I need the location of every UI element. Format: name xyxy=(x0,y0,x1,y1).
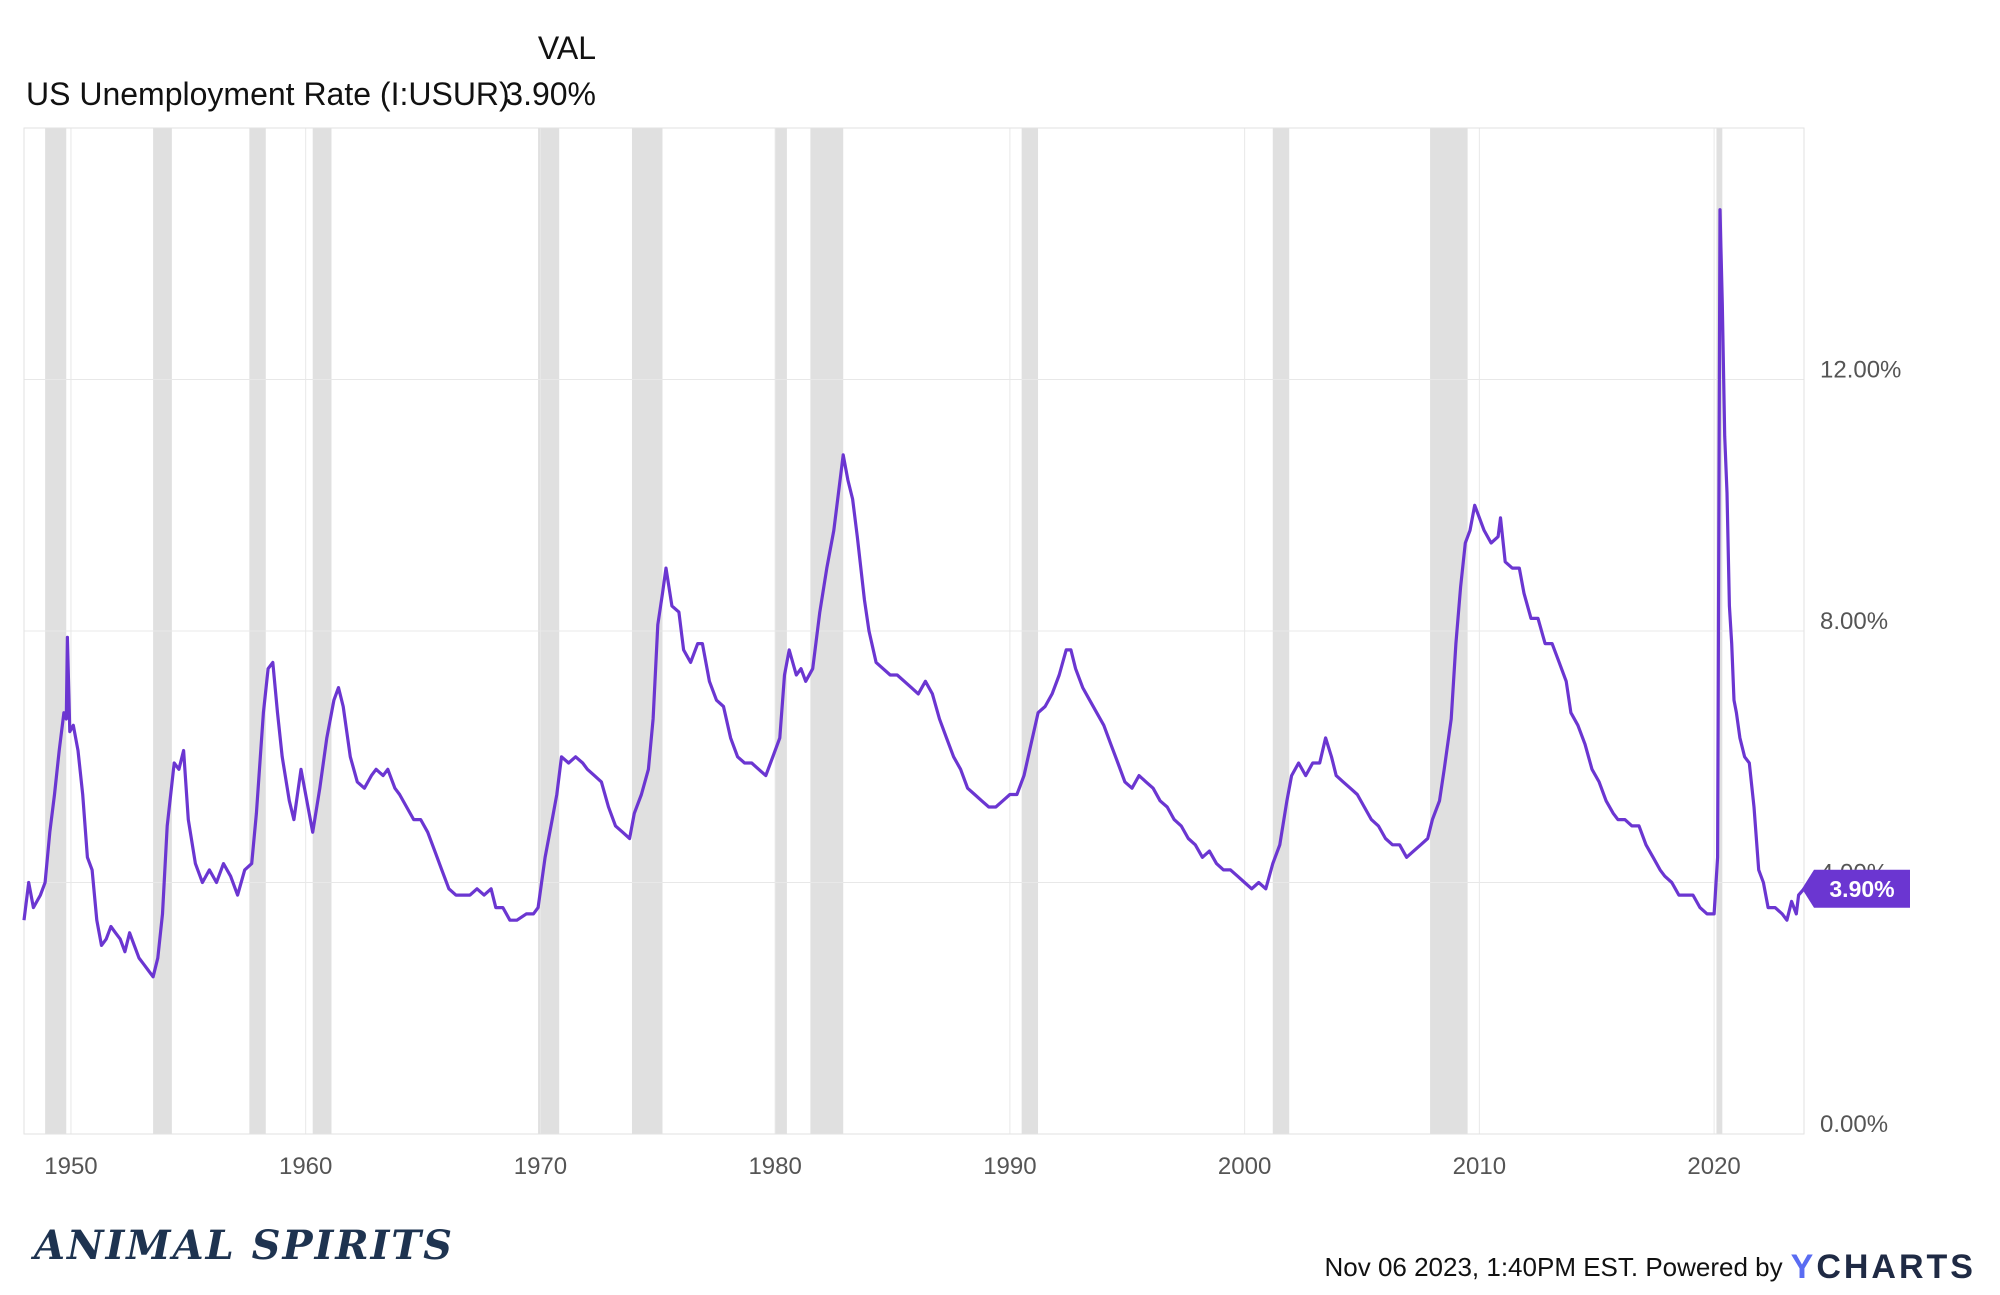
x-tick-label: 2000 xyxy=(1218,1153,1271,1180)
y-axis-ticks: 0.00%4.00%8.00%12.00% xyxy=(1820,357,1901,1139)
x-tick-label: 1960 xyxy=(279,1153,332,1180)
legend-value-header: VAL xyxy=(537,30,596,66)
y-tick-label: 8.00% xyxy=(1820,608,1888,635)
x-tick-label: 2020 xyxy=(1687,1153,1740,1180)
last-value-badge xyxy=(1802,869,1910,908)
x-tick-label: 1980 xyxy=(748,1153,801,1180)
animal-spirits-logo: ANIMAL SPIRITS xyxy=(34,1222,454,1269)
legend-series-name[interactable]: US Unemployment Rate (I:USUR) xyxy=(26,76,510,112)
last-value-label: 3.90% xyxy=(1829,876,1894,902)
series-line-usur[interactable] xyxy=(22,208,1806,979)
x-axis-ticks: 1950 1960 1970 1980 1990 2000 2010 2020 xyxy=(44,1153,1741,1180)
plot-frame xyxy=(23,127,1805,1135)
x-tick-label: 1990 xyxy=(983,1153,1036,1180)
y-tick-label: 0.00% xyxy=(1820,1111,1888,1138)
footer-attribution: Nov 06 2023, 1:40PM EST. Powered by YCHA… xyxy=(1324,1248,1976,1287)
ycharts-logo-y: Y xyxy=(1790,1248,1817,1286)
legend-series-value: 3.90% xyxy=(505,76,596,112)
x-tick-label: 2010 xyxy=(1453,1153,1506,1180)
x-tick-label: 1950 xyxy=(44,1153,97,1180)
ycharts-logo-rest: CHARTS xyxy=(1816,1248,1976,1286)
ycharts-logo[interactable]: YCHARTS xyxy=(1791,1248,1976,1287)
grid-lines xyxy=(24,128,1804,1135)
x-tick-label: 1970 xyxy=(514,1153,567,1180)
footer-timestamp: Nov 06 2023, 1:40PM EST. Powered by xyxy=(1324,1252,1783,1282)
last-value-marker: 3.90% xyxy=(1802,869,1910,908)
chart-legend: VAL US Unemployment Rate (I:USUR) 3.90% xyxy=(0,0,620,120)
y-tick-label: 12.00% xyxy=(1820,357,1901,384)
